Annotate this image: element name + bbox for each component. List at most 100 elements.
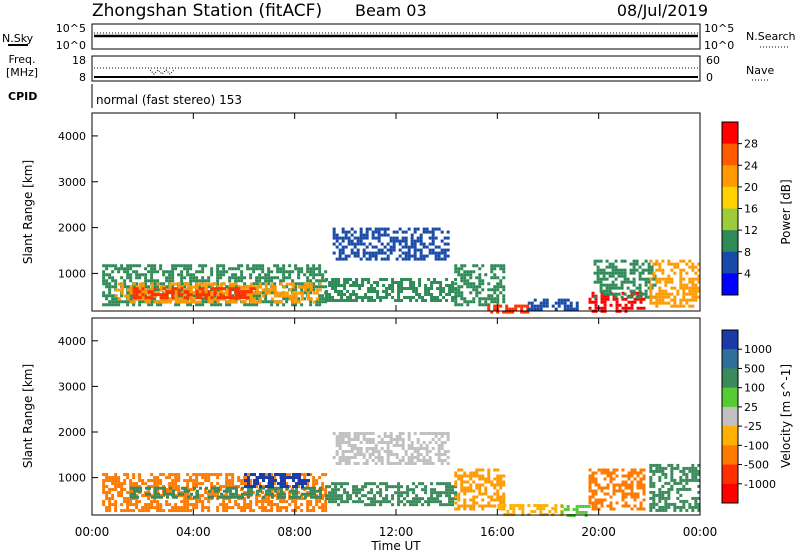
power-cell [430, 284, 434, 287]
power-cell [647, 286, 651, 290]
power-cell [639, 306, 643, 310]
power-cell [303, 282, 307, 286]
power-cell [135, 276, 139, 280]
velocity-cell [422, 462, 426, 466]
velocity-cell [226, 489, 229, 493]
power-cell [445, 284, 449, 287]
velocity-cell [374, 450, 378, 454]
velocity-cell [578, 510, 582, 514]
velocity-cell [457, 468, 461, 472]
velocity-cell [306, 482, 310, 486]
power-cell [189, 273, 193, 277]
power-cell [331, 287, 335, 290]
power-cell [466, 285, 470, 289]
velocity-cell [493, 486, 497, 490]
velocity-cell [499, 486, 503, 490]
power-cell [267, 282, 271, 286]
velocity-cell [265, 489, 268, 493]
velocity-cell [502, 480, 506, 484]
power-cell [252, 282, 256, 286]
power-cell [207, 297, 211, 301]
power-cell [129, 273, 133, 277]
velocity-cell [618, 489, 622, 493]
power-cell [344, 233, 348, 237]
velocity-cell [457, 474, 461, 478]
velocity-cell [682, 478, 686, 482]
power-cell [487, 297, 491, 301]
power-cell [664, 292, 668, 296]
power-cell [451, 281, 455, 284]
power-cell [626, 286, 630, 290]
power-cell [533, 304, 537, 308]
power-cell [697, 286, 701, 290]
velocity-cell [392, 444, 396, 448]
power-cell [318, 273, 322, 277]
power-cell [630, 303, 634, 307]
power-cell [114, 300, 118, 304]
power-cell [279, 282, 283, 286]
velocity-cell [285, 482, 289, 486]
power-cell [338, 248, 342, 252]
velocity-cell [403, 503, 407, 507]
power-cell [502, 300, 506, 304]
power-cell [596, 274, 600, 278]
power-cell [309, 267, 313, 271]
power-cell [685, 271, 689, 275]
power-cell [216, 270, 220, 274]
power-cell [371, 230, 375, 234]
power-cell [374, 257, 378, 261]
power-cell [621, 306, 625, 310]
power-cell [180, 300, 184, 304]
velocity-cell [133, 486, 136, 490]
power-cell [642, 297, 646, 301]
velocity-cell [174, 506, 178, 510]
power-cell [198, 296, 202, 300]
velocity-cell [664, 490, 668, 494]
power-colorbar-segment [722, 273, 738, 296]
velocity-cell [575, 504, 579, 508]
power-cell [361, 278, 365, 281]
velocity-cell [433, 500, 437, 504]
nave-scatter [149, 69, 175, 75]
velocity-cell [436, 500, 440, 504]
power-cell [481, 288, 485, 292]
velocity-cell [153, 485, 157, 489]
velocity-cell [231, 485, 235, 489]
velocity-cell [160, 486, 163, 490]
velocity-cell [183, 500, 187, 504]
velocity-cell [472, 507, 476, 511]
power-cell [216, 294, 220, 298]
power-cell [655, 262, 659, 266]
power-cell [297, 285, 301, 289]
power-cell [520, 304, 524, 308]
velocity-cell [105, 473, 109, 477]
velocity-cell [144, 482, 148, 486]
velocity-cell [240, 479, 244, 483]
power-cell [255, 276, 259, 280]
velocity-cell [295, 489, 298, 493]
velocity-cell [448, 494, 452, 498]
velocity-cell [174, 473, 178, 477]
power-cell [629, 289, 633, 293]
power-cell [413, 245, 417, 249]
velocity-cell [410, 441, 414, 445]
velocity-cell [694, 478, 698, 482]
power-cell [563, 298, 567, 302]
power-cell [632, 289, 636, 293]
velocity-cell [231, 506, 235, 510]
power-cell [249, 287, 253, 291]
power-cell [255, 294, 259, 298]
velocity-cell [243, 482, 247, 486]
power-cell [129, 291, 133, 295]
power-cell [416, 236, 420, 240]
velocity-cell [313, 486, 316, 490]
power-cell [282, 267, 286, 271]
power-cell [294, 297, 298, 301]
power-cell [144, 288, 148, 292]
velocity-cell [431, 438, 435, 442]
velocity-cell [252, 509, 256, 513]
power-cell [325, 290, 329, 293]
power-cell [526, 307, 530, 311]
power-cell [332, 242, 336, 246]
velocity-cell [347, 462, 351, 466]
